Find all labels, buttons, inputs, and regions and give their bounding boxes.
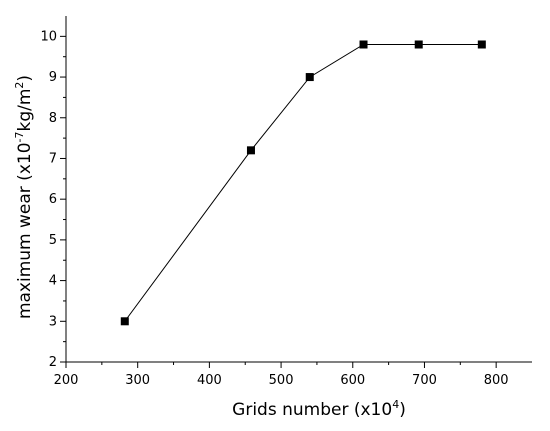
x-axis-title: Grids number (x104) bbox=[232, 398, 406, 420]
y-tick-label: 6 bbox=[49, 192, 57, 207]
series-line bbox=[124, 44, 482, 322]
data-point-marker bbox=[305, 73, 314, 82]
x-tick-label: 700 bbox=[412, 373, 437, 388]
y-tick-label: 5 bbox=[49, 233, 57, 248]
data-point-marker bbox=[414, 40, 423, 49]
data-point-marker bbox=[246, 146, 255, 155]
y-axis-title-superscript-2: 2 bbox=[13, 82, 26, 89]
x-axis-title-end: ) bbox=[399, 400, 406, 420]
x-tick-label: 500 bbox=[269, 373, 294, 388]
data-point-marker bbox=[477, 40, 486, 49]
x-tick-label: 200 bbox=[54, 373, 79, 388]
x-axis-title-text: Grids number (x10 bbox=[232, 400, 392, 420]
x-tick-label: 600 bbox=[340, 373, 365, 388]
y-axis-title-mid: kg/m bbox=[15, 89, 35, 132]
x-tick-label: 400 bbox=[197, 373, 222, 388]
data-point-marker bbox=[359, 40, 368, 49]
y-axis-title-end: ) bbox=[15, 75, 35, 82]
y-tick-label: 8 bbox=[49, 111, 57, 126]
y-tick-label: 9 bbox=[49, 70, 57, 85]
x-tick-label: 800 bbox=[484, 373, 509, 388]
y-ticks: 2 3 4 5 6 7 8 9 10 bbox=[40, 29, 66, 370]
series-group bbox=[120, 40, 486, 326]
y-tick-label: 4 bbox=[49, 274, 57, 289]
x-ticks: 200 300 400 500 600 700 800 bbox=[54, 362, 509, 388]
y-axis-title: maximum wear (x10-7kg/m2) bbox=[13, 75, 35, 319]
y-axis-title-superscript-1: -7 bbox=[13, 132, 26, 143]
y-tick-label: 10 bbox=[40, 29, 57, 44]
y-axis-title-text: maximum wear (x10 bbox=[15, 142, 35, 319]
y-tick-label: 7 bbox=[49, 151, 57, 166]
y-tick-label: 3 bbox=[49, 314, 57, 329]
data-point-marker bbox=[120, 317, 129, 326]
axes bbox=[65, 16, 532, 363]
y-tick-label: 2 bbox=[49, 355, 57, 370]
x-tick-label: 300 bbox=[125, 373, 150, 388]
x-axis-title-superscript: 4 bbox=[392, 398, 399, 411]
